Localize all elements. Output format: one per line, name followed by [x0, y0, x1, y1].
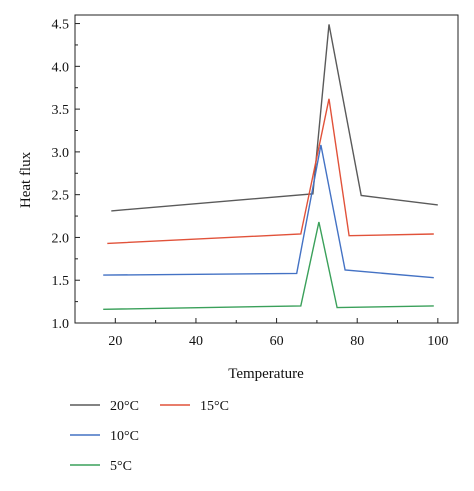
x-axis: 20 40 60 80 100: [74, 318, 448, 349]
legend: 20°C 15°C 10°C 5°C: [70, 399, 229, 474]
y-tick-label: 3.0: [52, 146, 70, 161]
series-line-2: [103, 144, 434, 279]
legend-label-1: 15°C: [200, 399, 229, 414]
y-tick-label: 3.5: [52, 103, 70, 118]
y-tick-label: 2.0: [52, 231, 70, 246]
x-tick-label: 20: [108, 334, 122, 349]
x-tick-label: 80: [350, 334, 364, 349]
plot-area-border: [74, 14, 459, 324]
legend-label-3: 5°C: [110, 459, 132, 474]
y-axis: 1.0 1.5 2.0 2.5 3.0 3.5 4.0 4.5: [52, 18, 80, 332]
y-tick-label: 4.0: [52, 60, 70, 75]
x-tick-label: 60: [270, 334, 284, 349]
series-line-3: [103, 221, 434, 310]
series-line-0: [111, 24, 438, 212]
series-line-1: [107, 98, 434, 245]
y-tick-label: 1.5: [52, 274, 70, 289]
legend-label-2: 10°C: [110, 429, 139, 444]
y-tick-label: 1.0: [52, 317, 70, 332]
y-tick-label: 2.5: [52, 189, 70, 204]
x-tick-label: 40: [189, 334, 203, 349]
y-axis-label: Heat flux: [18, 151, 34, 208]
plot-frame: [74, 14, 459, 324]
y-tick-label: 4.5: [52, 18, 70, 33]
series-lines: [103, 24, 438, 310]
x-axis-label: Temperature: [228, 366, 304, 382]
x-tick-label: 100: [427, 334, 448, 349]
legend-label-0: 20°C: [110, 399, 139, 414]
